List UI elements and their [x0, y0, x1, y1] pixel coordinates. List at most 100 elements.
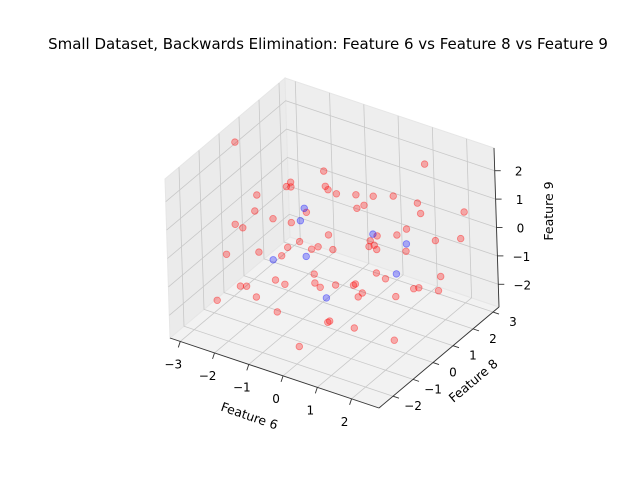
data-point-red [392, 292, 400, 301]
data-point-red [350, 324, 358, 332]
x-gridline [351, 138, 472, 400]
y-gridline [278, 83, 494, 313]
x-tick [212, 352, 215, 360]
data-point-red [352, 191, 360, 199]
y-tick [412, 378, 420, 382]
data-point-red [460, 208, 468, 216]
z-tick-label: 1 [516, 193, 524, 207]
axes-panes [164, 76, 501, 409]
axes-lines [169, 147, 505, 409]
z-gridline [168, 185, 498, 288]
data-point-red [373, 232, 381, 240]
x-tick [280, 375, 284, 383]
y-axis-line [378, 306, 500, 409]
data-point-red [413, 199, 422, 207]
x-tick [246, 364, 250, 371]
data-point-red [457, 234, 465, 243]
data-point-red [295, 342, 303, 351]
z-axis-label: Feature 9 [541, 181, 556, 240]
data-point-blue [322, 294, 331, 302]
x-axis-line [169, 337, 380, 409]
data-point-red [269, 214, 277, 223]
data-point-red [393, 231, 401, 239]
x-gridline [214, 92, 335, 354]
data-point-red [390, 336, 398, 344]
data-point-red [282, 182, 291, 191]
data-point-red [370, 241, 378, 249]
y-gridline [198, 150, 414, 380]
data-point-red [231, 220, 239, 228]
y-gridline [238, 116, 454, 347]
z-tick-label: −1 [513, 250, 531, 264]
y-tick-label: 3 [509, 315, 517, 329]
data-point-red [389, 192, 397, 200]
data-point-blue [296, 216, 305, 225]
data-point-red [311, 279, 319, 287]
y-tick-label: 1 [469, 349, 477, 363]
data-point-red [316, 283, 324, 291]
data-point-red [271, 276, 280, 284]
x-axis-label: Feature 6 [219, 399, 280, 432]
data-point-red [332, 190, 341, 198]
z-gridline [167, 157, 497, 259]
data-point-red [353, 204, 361, 212]
data-point-red [252, 293, 261, 301]
data-point-blue [269, 256, 277, 264]
data-point-red [286, 178, 295, 186]
y-gridline [218, 133, 434, 363]
data-point-red [239, 224, 247, 232]
data-point-red [358, 289, 366, 297]
data-point-red [213, 296, 221, 304]
data-point-red [354, 293, 362, 301]
data-point-red [310, 270, 318, 278]
data-point-red [255, 248, 263, 256]
x-tick [349, 398, 353, 405]
data-point-red [222, 250, 231, 258]
x-tick-label: 0 [272, 392, 280, 406]
data-point-red [287, 183, 295, 191]
grid-lines [165, 81, 499, 400]
data-point-red [431, 236, 440, 245]
data-point-red [349, 281, 358, 289]
z-gridline [166, 128, 496, 231]
z-tick-label: 2 [515, 165, 523, 179]
z-gridline [169, 213, 499, 316]
x-gridline [282, 115, 404, 377]
data-point-red [329, 245, 337, 254]
data-point-red [372, 269, 381, 277]
data-point-red [324, 231, 333, 239]
data-point-blue [369, 230, 377, 238]
data-point-red [321, 182, 329, 190]
data-point-red [365, 242, 373, 251]
data-point-red [302, 208, 311, 216]
y-gridline [178, 167, 394, 397]
data-point-red [287, 218, 295, 227]
data-point-red [402, 247, 410, 255]
data-point-red [416, 209, 425, 218]
data-point-red [360, 201, 368, 209]
y-tick-label: 0 [449, 366, 457, 380]
y-tick [472, 328, 480, 332]
data-point-red [434, 287, 443, 295]
z-tick-label: −2 [513, 278, 531, 292]
data-point-red [324, 318, 332, 326]
x-tick [177, 341, 181, 348]
data-point-red [437, 272, 445, 281]
data-point-red [351, 280, 360, 288]
data-point-red [295, 237, 304, 246]
data-point-blue [392, 270, 401, 278]
data-point-red [314, 243, 322, 251]
data-point-red [381, 275, 390, 283]
data-point-red [326, 317, 334, 325]
chart-title: Small Dataset, Backwards Elimination: Fe… [48, 35, 608, 53]
data-point-red [251, 207, 259, 215]
z-gridline [165, 100, 495, 203]
data-point-blue [300, 204, 308, 212]
data-point-red [410, 285, 418, 293]
y-tick-label: −1 [424, 382, 442, 396]
x-tick-label: −3 [164, 357, 182, 371]
y-tick-label: 2 [489, 332, 497, 346]
data-point-red [273, 308, 281, 316]
y-axis-label: Feature 8 [446, 356, 501, 406]
